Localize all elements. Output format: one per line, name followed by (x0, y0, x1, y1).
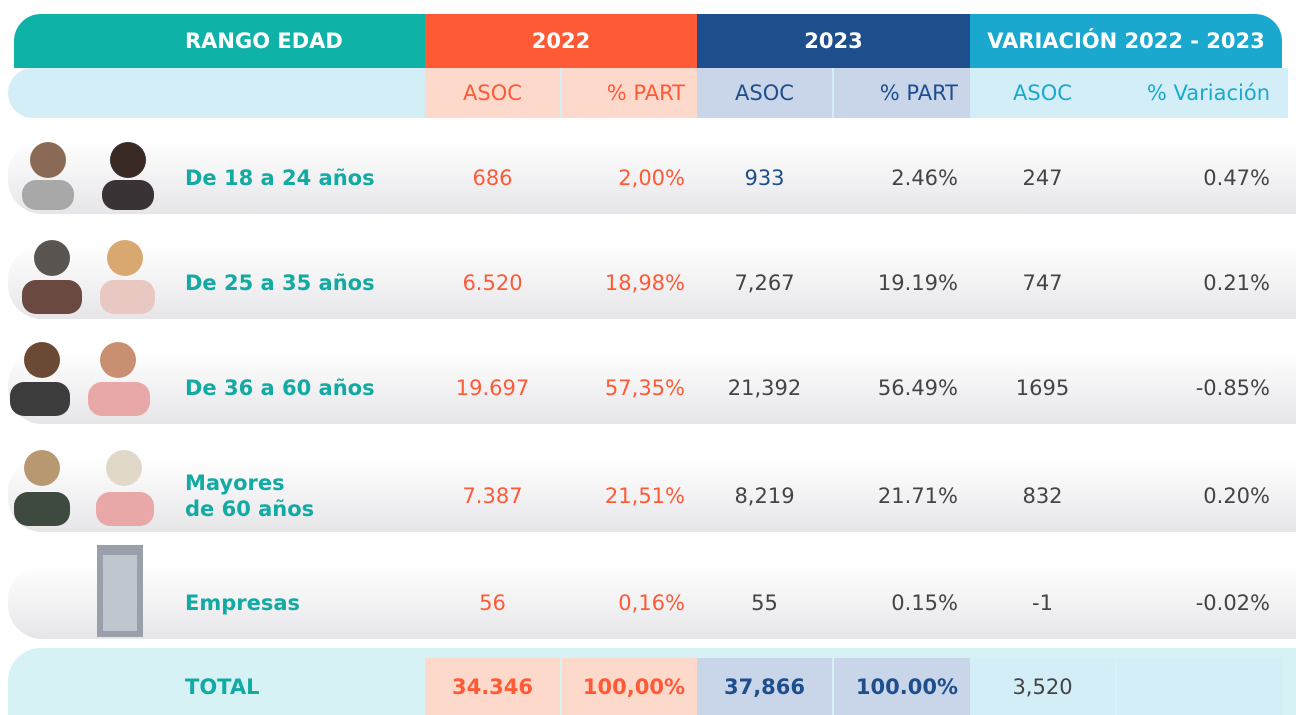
row-band (8, 565, 1296, 639)
cell-value: 21,51% (604, 484, 685, 508)
total-cell-bg (425, 658, 560, 715)
row-label: De 25 a 35 años (185, 271, 375, 295)
subheader-label: ASOC (970, 68, 1115, 118)
cell-value: 18,98% (604, 271, 685, 295)
header-bg (14, 14, 425, 68)
total-value: 34.346 (451, 674, 534, 699)
subheader-label: % PART (834, 68, 970, 118)
subheader-label: ASOC (425, 68, 560, 118)
row-label: Mayores de 60 años (185, 471, 315, 521)
header-bg (425, 14, 697, 68)
subheader-label: ASOC (697, 68, 832, 118)
row-label: Empresas (185, 591, 301, 615)
row-label: De 18 a 24 años (185, 166, 375, 190)
total-label: TOTAL (185, 674, 260, 699)
cell-value: 19.697 (455, 376, 530, 400)
row-band (8, 350, 1296, 424)
header-label: 2022 (531, 29, 591, 53)
total-value: 100,00% (582, 674, 685, 699)
cell-value: 247 (1022, 166, 1063, 190)
cell-value: 686 (472, 166, 513, 190)
cell-value: 21.71% (877, 484, 958, 508)
cell-value: 21,392 (727, 376, 802, 400)
cell-value: 6.520 (462, 271, 523, 295)
total-value: 100.00% (855, 674, 958, 699)
cell-value: 55 (751, 591, 778, 615)
cell-value: -0.02% (1195, 591, 1270, 615)
cell-value: 747 (1022, 271, 1063, 295)
header-bg (970, 14, 1282, 68)
row-band (8, 245, 1296, 319)
cell-value: 7.387 (462, 484, 523, 508)
total-cell-bg (562, 658, 697, 715)
subheader-label: % Variación (1117, 68, 1282, 118)
cell-value: -1 (1032, 591, 1053, 615)
subheader-label: % PART (562, 68, 697, 118)
total-value: 3,520 (1012, 674, 1073, 699)
cell-value: 0.20% (1203, 484, 1270, 508)
cell-value: 56 (479, 591, 506, 615)
cell-value: 2.46% (891, 166, 958, 190)
header-bg (697, 14, 970, 68)
cell-value: -0.85% (1195, 376, 1270, 400)
cell-value: 0.47% (1203, 166, 1270, 190)
cell-value: 0.21% (1203, 271, 1270, 295)
cell-value: 832 (1022, 484, 1063, 508)
cell-value: 7,267 (734, 271, 795, 295)
total-cell-bg (697, 658, 832, 715)
header-label: VARIACIÓN 2022 - 2023 (987, 29, 1265, 53)
cell-value: 0.15% (891, 591, 958, 615)
total-cell-bg (1117, 658, 1282, 715)
cell-value: 19.19% (877, 271, 958, 295)
row-icons (10, 142, 155, 637)
total-cell-bg (970, 658, 1115, 715)
cell-value: 56.49% (877, 376, 958, 400)
cell-value: 0,16% (618, 591, 685, 615)
cell-value: 2,00% (618, 166, 685, 190)
cell-value: 57,35% (604, 376, 685, 400)
total-cell-bg (834, 658, 970, 715)
header-label: 2023 (804, 29, 863, 53)
header-label: RANGO EDAD (185, 29, 343, 53)
cell-value: 1695 (1015, 376, 1070, 400)
row-label: De 36 a 60 años (185, 376, 375, 400)
cell-value: 8,219 (734, 484, 795, 508)
total-value: 37,866 (723, 674, 806, 699)
row-band (8, 140, 1296, 214)
cell-value: 933 (744, 166, 785, 190)
row-band (8, 458, 1296, 532)
